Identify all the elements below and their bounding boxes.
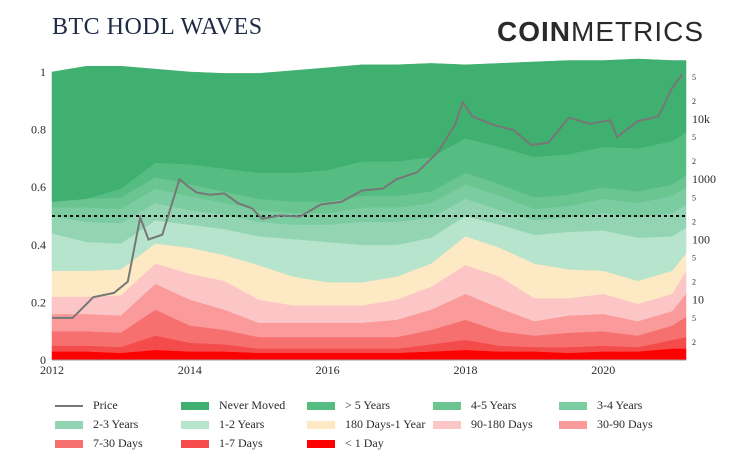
legend-item-90-180-days: 90-180 Days [433,417,533,432]
legend-label: 180 Days-1 Year [345,417,426,431]
y2-minor-tick-label: 5 [692,133,696,142]
legend-item-4-5-years: 4-5 Years [433,398,516,413]
legend-label: 1-2 Years [219,417,265,431]
y2-minor-tick-label: 2 [692,278,696,287]
stacked-areas [51,58,687,361]
y2-major-tick-label: 10k [692,112,710,126]
y2-minor-tick-label: 5 [692,193,696,202]
x-tick-label: 2020 [591,363,615,377]
legend-item-1-2-years: 1-2 Years [181,417,264,432]
y2-minor-tick-label: 2 [692,157,696,166]
chart-title: BTC HODL WAVES [52,14,263,40]
legend-swatch [559,401,587,410]
legend-item-1-7-days: 1-7 Days [181,436,263,451]
legend-label: 7-30 Days [93,436,143,450]
legend-swatch [559,420,587,429]
y2-minor-tick-label: 2 [692,217,696,226]
x-axis: 2012 2014 2016 2018 2020 [40,359,686,377]
legend-label: 2-3 Years [93,417,139,431]
legend-label: 90-180 Days [471,417,533,431]
x-tick-label: 2018 [453,363,477,377]
legend-item-never-moved: Never Moved [181,398,285,413]
y2-major-tick-label: 100 [692,232,710,246]
x-tick-label: 2016 [316,363,340,377]
band-never-moved [51,58,687,202]
legend-swatch [307,420,335,429]
legend-label: 3-4 Years [597,398,643,412]
y2-minor-tick-label: 5 [692,254,696,263]
legend-swatch [181,439,209,448]
legend-swatch [181,401,209,410]
hodl-waves-chart: 2012 2014 2016 2018 2020 00.20.40.60.81 1010… [31,58,716,377]
y2-minor-tick-label: 5 [692,314,696,323]
y2-major-tick-label: 10 [692,293,704,307]
legend-swatch [55,439,83,448]
legend-item-180-days-1-year: 180 Days-1 Year [307,417,425,432]
legend-swatch [181,420,209,429]
legend-swatch [307,401,335,410]
y-axis-right: 10 100 1000 10k 2 5 2 5 2 5 2 5 2 5 [692,73,716,347]
legend-label: > 5 Years [345,398,391,412]
legend-item-lt-1-day: < 1 Day [307,436,384,451]
legend-swatch [433,420,461,429]
legend-item-7-30-days: 7-30 Days [55,436,143,451]
y-axis-left: 0 0.2 0.4 0.6 0.8 1 [31,65,46,367]
legend-item-gt-5-years: > 5 Years [307,398,390,413]
y2-minor-tick-label: 2 [692,338,696,347]
legend-item-3-4-years: 3-4 Years [559,398,642,413]
legend-swatch [433,401,461,410]
y2-minor-tick-label: 2 [692,97,696,106]
legend-label: Never Moved [219,398,286,412]
price-line [52,73,684,319]
legend-label: < 1 Day [345,436,384,450]
y2-minor-tick-label: 5 [692,73,696,82]
legend-label: 4-5 Years [471,398,517,412]
y2-major-tick-label: 1000 [692,172,716,186]
legend-swatch [307,439,335,448]
legend-label: 1-7 Days [219,436,263,450]
y-tick-label: 0.6 [31,180,46,194]
coinmetrics-logo: COINMETRICS [497,16,704,47]
y-tick-label: 0.8 [31,123,46,137]
legend-item-2-3-years: 2-3 Years [55,417,138,432]
x-tick-label: 2014 [178,363,202,377]
legend-swatch [55,404,83,407]
y-tick-label: 0.4 [31,238,46,252]
y-tick-label: 0.2 [31,295,46,309]
legend-item-price: Price [55,398,118,413]
legend-swatch [55,420,83,429]
legend-item-30-90-days: 30-90 Days [559,417,653,432]
legend-label: 30-90 Days [597,417,653,431]
legend-label: Price [93,398,118,412]
x-tick-label: 2012 [40,363,64,377]
y-tick-label: 1 [40,65,46,79]
y-tick-label: 0 [40,353,46,367]
